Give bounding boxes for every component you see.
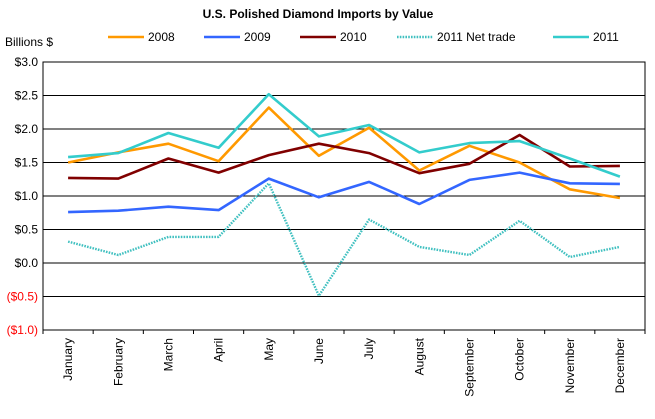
series-line-2011-net-trade [67,182,621,297]
x-axis-ticks: January February March April May June July Augu… [42,330,646,397]
legend-label: 2009 [244,30,271,44]
y-tick-label: $1.5 [15,156,39,170]
series-group [67,92,621,297]
x-tick-label: December [613,338,627,393]
gridlines [43,61,645,331]
y-axis-ticks: $3.0 $2.5 $2.0 $1.5 $1.0 $0.5 $0.0 ($0.5) ($1.0) [7,55,39,337]
y-tick-label: $1.0 [15,189,39,203]
x-tick-label: September [462,338,476,397]
x-tick-label: June [312,338,326,364]
plot-area-frame [42,61,646,331]
x-tick-label: March [161,338,175,371]
x-tick-label: May [262,338,276,361]
series-line-2009 [68,171,620,214]
y-tick-label: $0.0 [15,256,39,270]
series-line-2010 [68,133,620,180]
y-tick-label: $2.5 [15,89,39,103]
legend-label: 2011 Net trade [437,30,516,44]
y-tick-label: $0.5 [15,223,39,237]
series-line-2011 [67,92,621,178]
y-tick-label: $3.0 [15,55,39,69]
x-tick-label: August [412,337,426,375]
series-line-2008 [67,106,621,200]
legend-label: 2008 [148,30,175,44]
y-tick-label: ($0.5) [7,290,38,304]
x-tick-label: January [61,338,75,381]
legend-label: 2011 [593,30,619,44]
legend: 2008 2009 2010 2011 Net trade 2011 [108,30,619,44]
x-tick-label: October [513,338,527,381]
y-axis-title: Billions $ [5,35,53,49]
x-tick-label: February [111,338,125,386]
legend-label: 2010 [340,30,367,44]
x-tick-label: July [362,338,376,359]
chart-title: U.S. Polished Diamond Imports by Value [203,7,434,21]
x-tick-label: April [212,338,226,362]
x-tick-label: November [563,338,577,393]
y-tick-label: ($1.0) [7,323,38,337]
y-tick-label: $2.0 [15,122,39,136]
